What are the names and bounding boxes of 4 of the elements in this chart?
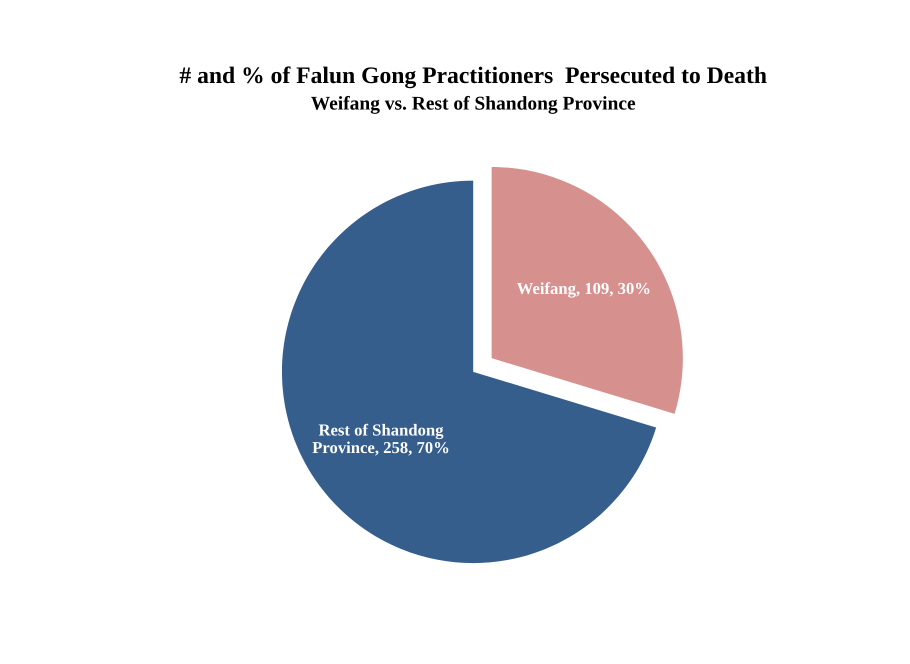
- chart-subtitle: Weifang vs. Rest of Shandong Province: [311, 96, 636, 114]
- slice-label: Weifang, 109, 30%: [516, 282, 650, 298]
- slice-label: Rest of Shandong Province, 258, 70%: [312, 424, 448, 456]
- chart-title: # and % of Falun Gong Practitioners Persecuted to Death: [180, 66, 767, 88]
